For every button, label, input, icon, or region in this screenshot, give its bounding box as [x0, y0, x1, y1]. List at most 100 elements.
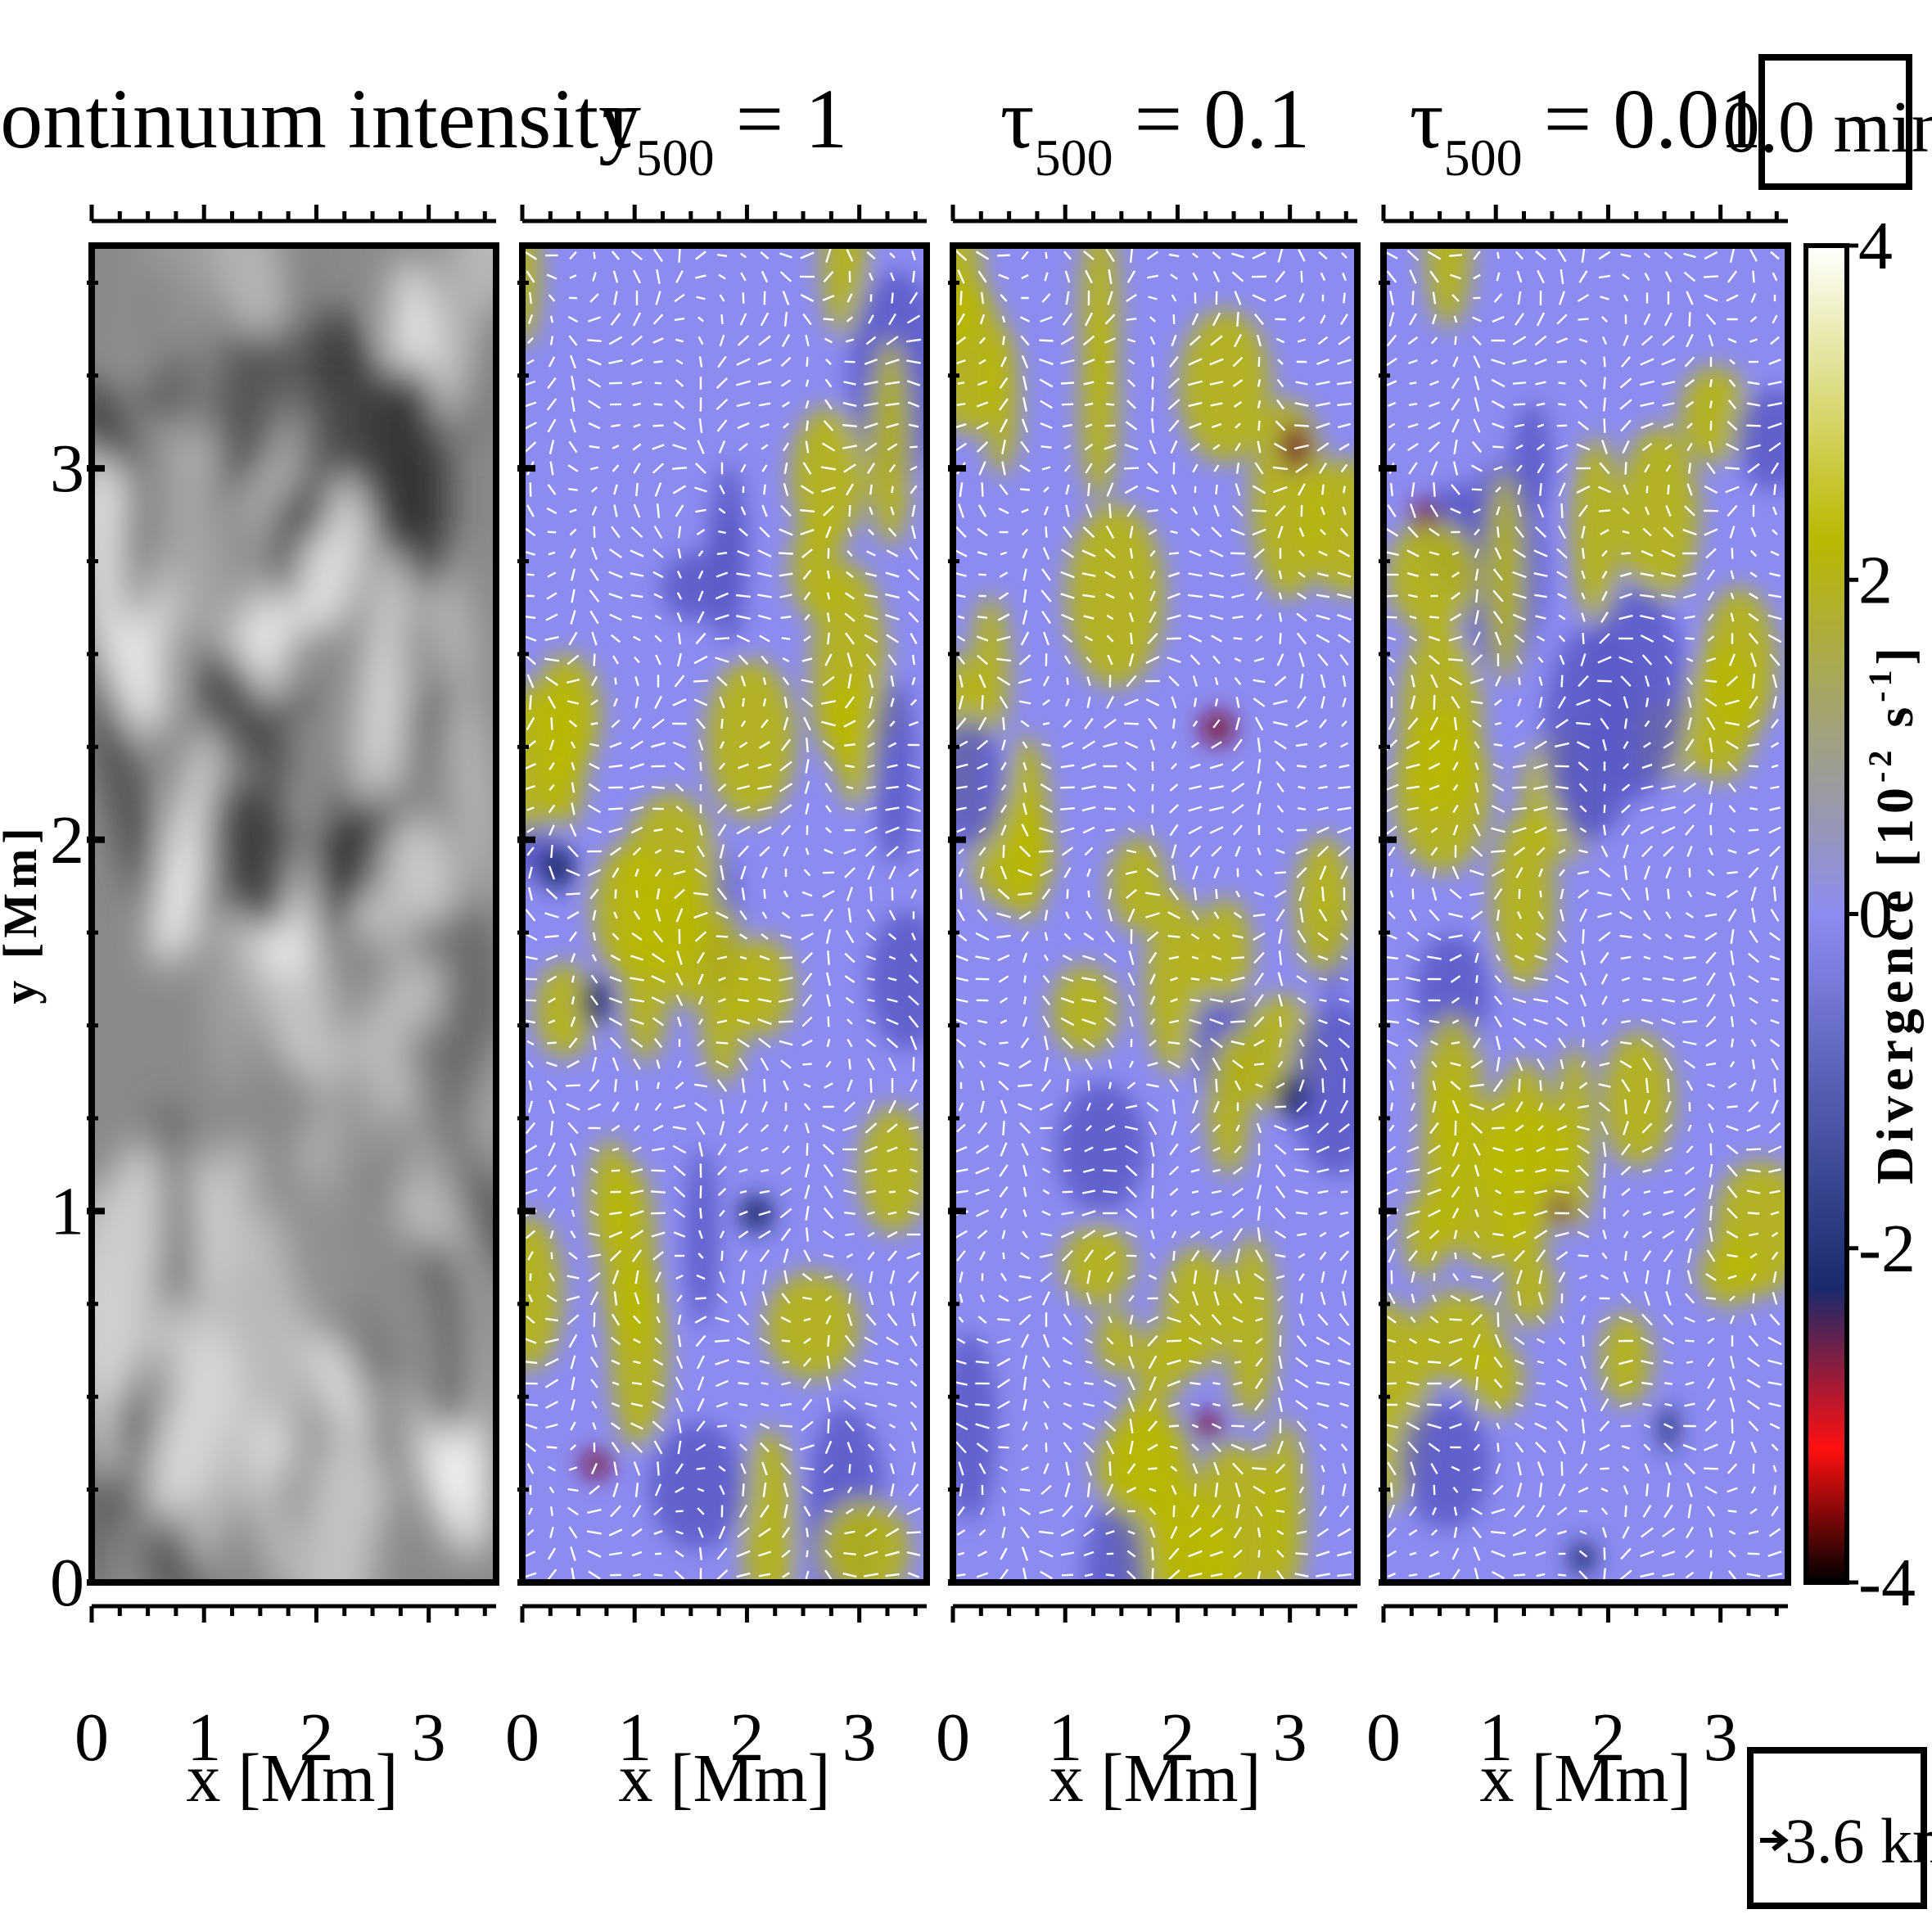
velocity-arrow	[1578, 1185, 1589, 1198]
velocity-arrow	[1751, 907, 1756, 923]
velocity-arrow	[867, 998, 875, 1003]
velocity-arrow	[1618, 1316, 1633, 1324]
velocity-arrow	[1341, 720, 1347, 727]
velocity-arrow	[1296, 612, 1307, 622]
velocity-arrow	[1190, 527, 1200, 537]
velocity-arrow	[1000, 551, 1008, 556]
velocity-arrow	[653, 525, 663, 539]
velocity-arrow	[956, 1123, 966, 1133]
velocity-arrow	[1192, 675, 1198, 687]
velocity-arrow	[1189, 785, 1202, 790]
velocity-arrow	[1474, 1164, 1480, 1177]
velocity-arrow	[1108, 1316, 1113, 1324]
velocity-arrow	[1081, 1018, 1096, 1026]
velocity-arrow	[1209, 358, 1224, 366]
velocity-arrow	[718, 530, 726, 535]
velocity-arrow	[1233, 1339, 1243, 1343]
velocity-arrow	[674, 849, 685, 854]
velocity-arrow	[1664, 1168, 1672, 1173]
velocity-arrow	[1429, 1316, 1439, 1324]
velocity-arrow	[1640, 1550, 1654, 1558]
velocity-arrow	[546, 592, 557, 600]
velocity-arrow	[1063, 1381, 1072, 1386]
velocity-arrow	[1557, 1440, 1567, 1455]
velocity-arrow	[1065, 1291, 1070, 1306]
velocity-arrow	[1767, 614, 1782, 621]
velocity-arrow	[1492, 1126, 1505, 1130]
velocity-arrow	[995, 657, 1012, 662]
velocity-arrow	[1707, 1357, 1715, 1367]
velocity-arrow	[1665, 504, 1672, 517]
velocity-arrow	[1408, 594, 1418, 598]
velocity-arrow	[1408, 403, 1418, 406]
intensity-feature	[345, 1184, 448, 1406]
velocity-arrow	[1063, 655, 1072, 665]
velocity-arrow	[672, 741, 687, 749]
velocity-arrow	[630, 335, 643, 346]
velocity-arrow	[955, 806, 967, 811]
velocity-arrow	[1663, 312, 1673, 327]
velocity-arrow	[652, 444, 665, 450]
velocity-arrow	[652, 424, 664, 427]
velocity-arrow	[844, 696, 855, 709]
velocity-arrow	[1536, 635, 1546, 642]
velocity-arrow	[1661, 1018, 1676, 1026]
velocity-arrow	[1727, 1463, 1738, 1474]
velocity-arrow	[906, 763, 921, 770]
velocity-arrow	[1470, 846, 1483, 857]
velocity-arrow	[1473, 1334, 1481, 1348]
velocity-arrow	[1295, 1552, 1308, 1555]
velocity-arrow	[823, 270, 834, 283]
velocity-arrow	[1726, 675, 1739, 687]
velocity-arrow	[634, 1292, 640, 1305]
velocity-arrow	[571, 1209, 576, 1217]
velocity-arrow	[1040, 445, 1052, 449]
velocity-arrow	[1170, 440, 1178, 454]
velocity-arrow	[885, 1573, 900, 1578]
velocity-arrow	[1474, 376, 1480, 390]
velocity-arrow	[1596, 679, 1613, 683]
velocity-arrow	[1319, 719, 1327, 729]
velocity-arrow	[1621, 1188, 1631, 1196]
velocity-arrow	[1187, 614, 1203, 621]
velocity-arrow	[1580, 1440, 1587, 1455]
velocity-arrow	[740, 463, 747, 473]
velocity-arrow	[1338, 1381, 1350, 1386]
velocity-arrow	[783, 1504, 788, 1519]
velocity-arrow	[867, 1231, 875, 1238]
velocity-arrow	[1451, 996, 1460, 1004]
velocity-arrow	[1555, 1017, 1569, 1027]
velocity-arrow	[738, 654, 749, 666]
velocity-arrow	[780, 1462, 792, 1475]
velocity-arrow	[590, 974, 598, 984]
velocity-arrow	[1105, 403, 1115, 406]
velocity-arrow	[1556, 314, 1568, 325]
velocity-arrow	[633, 910, 641, 920]
velocity-arrow	[801, 914, 814, 917]
velocity-arrow	[630, 955, 644, 961]
velocity-arrow	[1189, 335, 1202, 346]
velocity-arrow	[652, 314, 664, 325]
velocity-arrow	[1683, 803, 1696, 815]
velocity-arrow	[1018, 1084, 1032, 1087]
velocity-arrow	[1769, 932, 1781, 941]
velocity-arrow	[1660, 806, 1677, 812]
velocity-arrow	[1274, 294, 1287, 302]
velocity-arrow	[1211, 1423, 1222, 1429]
velocity-arrow	[782, 442, 790, 452]
velocity-arrow	[591, 954, 598, 962]
arrow-right-icon	[1760, 1829, 1789, 1852]
velocity-arrow	[1000, 1272, 1007, 1282]
velocity-arrow	[715, 657, 729, 663]
velocity-arrow	[1211, 634, 1222, 643]
velocity-arrow	[1060, 764, 1075, 769]
velocity-arrow	[568, 1334, 578, 1348]
velocity-arrow	[1086, 656, 1092, 664]
velocity-arrow	[976, 1338, 989, 1344]
velocity-arrow	[954, 1230, 968, 1239]
velocity-arrow	[720, 718, 724, 729]
velocity-arrow	[888, 1443, 896, 1451]
velocity-arrow	[1623, 1485, 1629, 1495]
velocity-arrow	[782, 1361, 790, 1364]
velocity-arrow	[1295, 719, 1308, 729]
